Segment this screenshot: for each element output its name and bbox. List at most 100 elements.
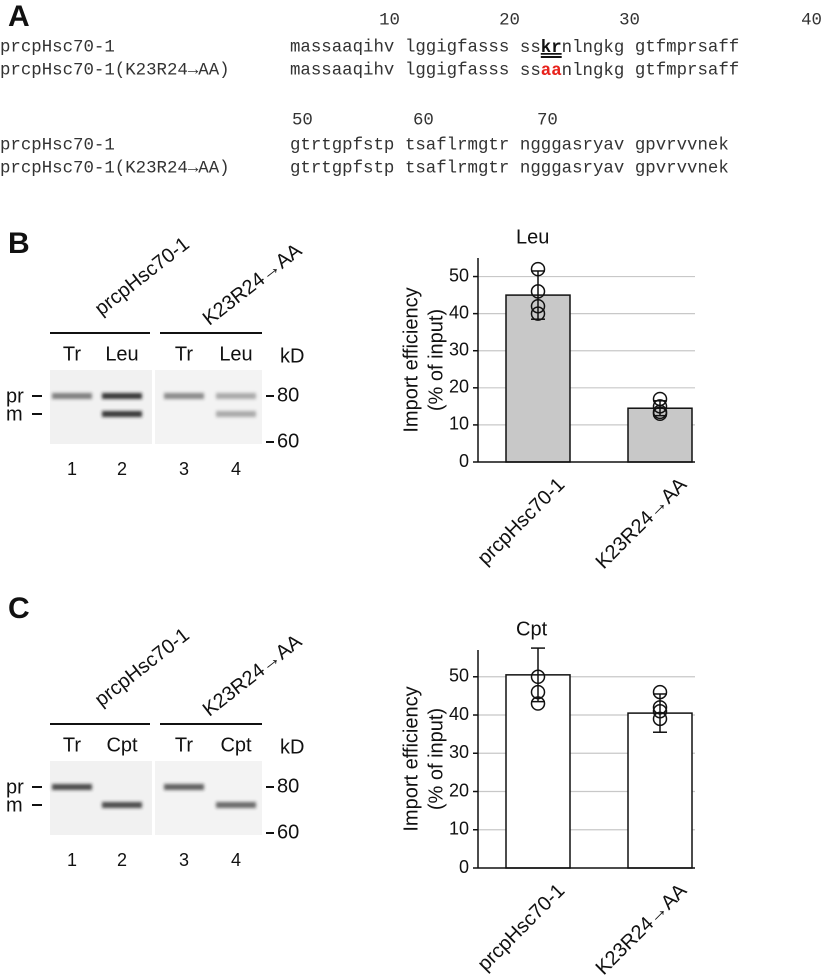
data-point [652, 711, 668, 727]
lane-label: Leu [105, 343, 138, 365]
y-tick-label: 20 [449, 780, 469, 800]
sequence-block: gtfmprsaff [635, 62, 739, 81]
x-tick-label: prcpHsc70-1 [474, 474, 570, 570]
sequence-block: gtrtgpfstp [290, 137, 394, 156]
sequence-block: sskrnlngkg [520, 39, 624, 58]
sequence-block: gtrtgpfstp [290, 160, 394, 179]
data-point [530, 284, 546, 299]
band [52, 784, 92, 790]
sequence-name: prcpHsc70-1 [0, 137, 115, 156]
y-tick-label: 0 [459, 451, 469, 471]
lane-number: 1 [67, 850, 77, 870]
panel-label: B [8, 227, 30, 260]
lane-label: Tr [175, 734, 193, 756]
data-point [530, 298, 546, 314]
sequence-name: prcpHsc70-1(K23R24→AA) [0, 62, 230, 81]
data-point [530, 684, 546, 700]
sequence-block: tsaflrmgtr [405, 137, 509, 156]
sequence-segment: kr [541, 39, 562, 58]
y-tick-label: 40 [449, 704, 469, 724]
bar [505, 674, 571, 869]
panel-label: C [8, 592, 30, 625]
construct-label: prcpHsc70-1 [91, 624, 194, 711]
sequence-block: tsaflrmgtr [405, 160, 509, 179]
chart-title: Cpt [516, 618, 548, 640]
bar [627, 407, 693, 463]
lane-label: Leu [219, 343, 252, 365]
sequence-segment: nlngkg [562, 62, 625, 81]
band-label: m [6, 403, 23, 425]
band [164, 393, 204, 399]
sequence-block: gtfmprsaff [635, 39, 739, 58]
sequence-block: lggigfasss [405, 39, 509, 58]
unit-label: kD [280, 736, 304, 758]
lane-number: 4 [231, 459, 241, 479]
y-tick-label: 30 [449, 742, 469, 762]
lane-label: Tr [63, 734, 81, 756]
sequence-block: massaaqihv [290, 62, 394, 81]
y-tick-label: 50 [449, 666, 469, 686]
lane-number: 2 [117, 850, 127, 870]
sequence-block: ngggasryav [520, 137, 624, 156]
sequence-segment: aa [541, 62, 562, 81]
band [102, 802, 142, 808]
y-axis-label: Import efficiency [400, 686, 422, 831]
lane-label: Cpt [220, 734, 252, 756]
construct-label: K23R24→AA [199, 239, 307, 330]
y-tick-label: 20 [449, 377, 469, 397]
lane-number: 3 [179, 459, 189, 479]
ruler-number: 30 [619, 12, 640, 31]
data-point [530, 669, 546, 685]
data-point [530, 306, 546, 321]
data-point [530, 261, 546, 277]
lane-label: Tr [63, 343, 81, 365]
chart-title: Leu [516, 226, 549, 248]
band [216, 802, 256, 808]
band [102, 411, 142, 417]
data-point [652, 404, 668, 420]
sequence-segment: nlngkg [562, 39, 625, 58]
band-label: pr [6, 776, 24, 798]
y-tick-label: 40 [449, 302, 469, 322]
gel [50, 370, 152, 444]
ruler-number: 60 [413, 112, 434, 131]
band [216, 411, 256, 417]
data-point [652, 399, 668, 414]
lane-number: 4 [231, 850, 241, 870]
y-axis-label: (% of input) [425, 309, 447, 411]
band-label: m [6, 794, 23, 816]
gel [155, 370, 262, 444]
y-tick-label: 50 [449, 265, 469, 285]
sequence-block: massaaqihv [290, 39, 394, 58]
bar [627, 712, 693, 869]
panel-label: A [8, 0, 30, 33]
lane-label: Tr [175, 343, 193, 365]
sequence-block: ssaanlngkg [520, 62, 624, 81]
sequence-name: prcpHsc70-1(K23R24→AA) [0, 160, 230, 179]
lane-number: 3 [179, 850, 189, 870]
sequence-block: gpvrvvnek [635, 137, 729, 156]
sequence-block: ngggasryav [520, 160, 624, 179]
unit-label: kD [280, 345, 304, 367]
sequence-segment: ss [520, 39, 541, 58]
gel [50, 761, 152, 835]
data-point [652, 703, 668, 719]
y-tick-label: 0 [459, 857, 469, 877]
marker-label: 60 [277, 821, 299, 843]
sequence-block: gpvrvvnek [635, 160, 729, 179]
lane-number: 2 [117, 459, 127, 479]
ruler-number: 40 [801, 12, 822, 31]
bar [505, 294, 571, 463]
ruler-number: 20 [499, 12, 520, 31]
x-tick-label: prcpHsc70-1 [474, 880, 570, 976]
data-point [652, 700, 668, 715]
band [102, 393, 142, 399]
ruler-number: 10 [379, 12, 400, 31]
lane-number: 1 [67, 459, 77, 479]
marker-label: 80 [277, 775, 299, 797]
sequence-segment: ss [520, 62, 541, 81]
gel [155, 761, 262, 835]
construct-label: prcpHsc70-1 [91, 233, 194, 320]
data-point [530, 696, 546, 711]
